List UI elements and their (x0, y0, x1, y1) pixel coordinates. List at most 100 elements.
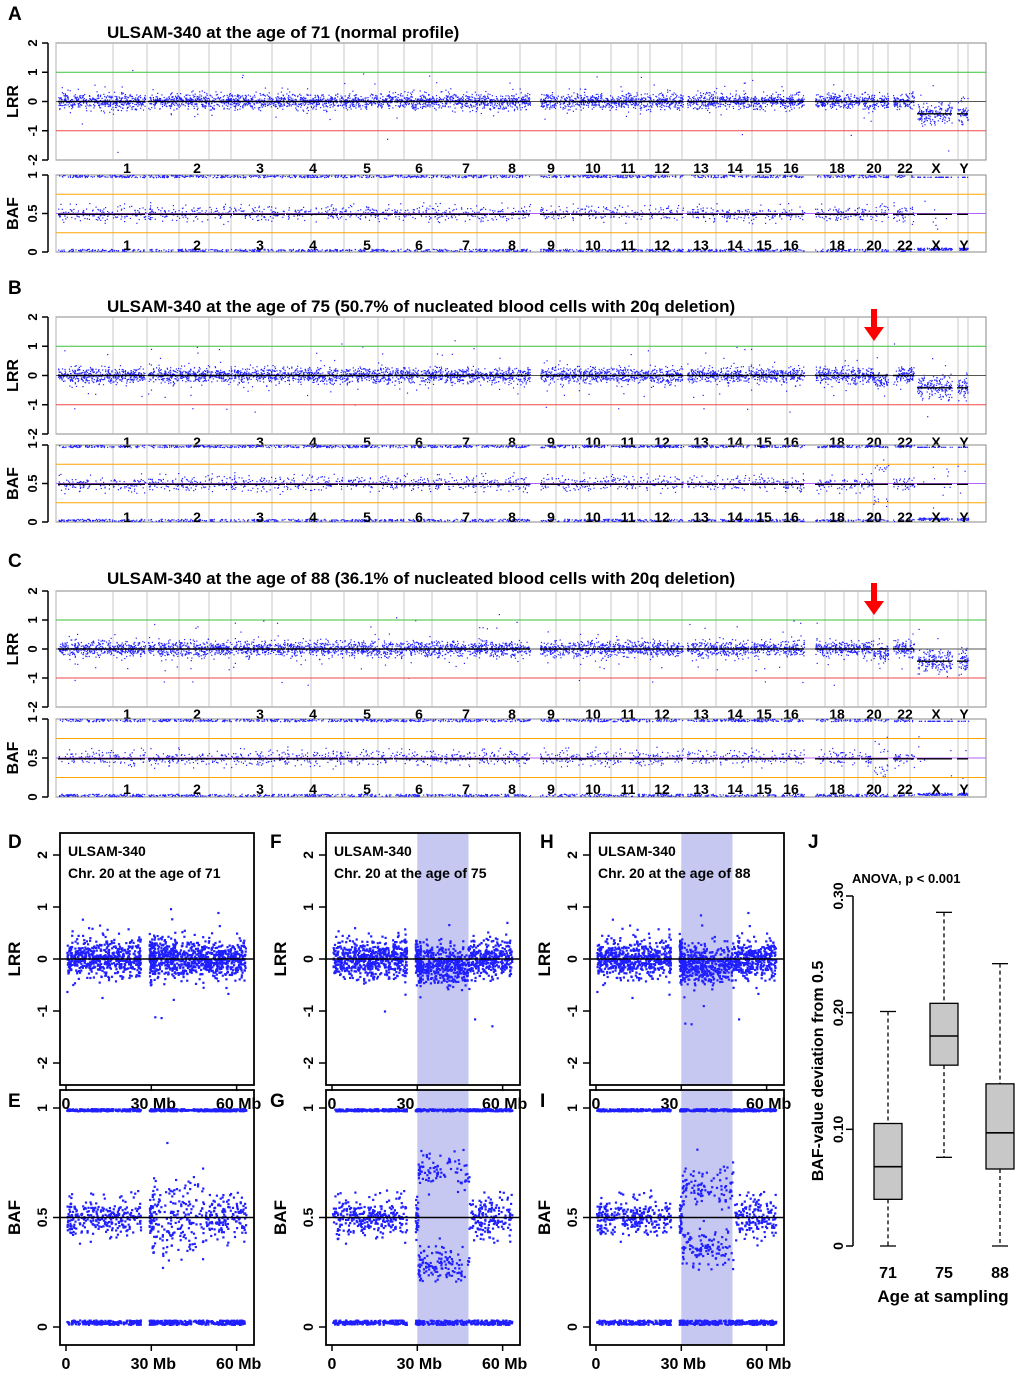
lrr-point (224, 102, 225, 103)
lrr-point (126, 104, 127, 105)
lrr-point (723, 98, 724, 99)
lrr-point (626, 99, 627, 100)
lrr-point (640, 113, 641, 114)
lrr-point (222, 102, 223, 103)
lrr-point (400, 103, 401, 104)
lrr-point (191, 102, 192, 103)
lrr-point (331, 97, 332, 98)
lrr-point (78, 99, 79, 100)
lrr-point (749, 104, 750, 105)
lrr-point (123, 104, 124, 105)
lrr-point (360, 106, 361, 107)
lrr-point (586, 105, 587, 106)
lrr-point (97, 95, 98, 96)
lrr-point (729, 99, 730, 100)
lrr-point (753, 105, 754, 106)
lrr-point (423, 97, 424, 98)
lrr-point (548, 96, 549, 97)
lrr-point (749, 106, 750, 107)
lrr-point (144, 97, 145, 98)
lrr-point (295, 103, 296, 104)
lrr-point (298, 106, 299, 107)
lrr-point (315, 95, 316, 96)
lrr-point (633, 107, 634, 108)
lrr-point (211, 115, 212, 116)
lrr-point (462, 96, 463, 97)
lrr-point (382, 104, 383, 105)
lrr-point (104, 96, 105, 97)
lrr-point (350, 106, 351, 107)
lrr-point (202, 104, 203, 105)
lrr-point (289, 91, 290, 92)
lrr-point (744, 94, 745, 95)
lrr-point (223, 96, 224, 97)
lrr-point (69, 102, 70, 103)
lrr-point (739, 98, 740, 99)
lrr-point (515, 103, 516, 104)
lrr-point (117, 152, 118, 153)
lrr-point (211, 103, 212, 104)
lrr-point (224, 95, 225, 96)
lrr-point (626, 116, 627, 117)
lrr-point (667, 103, 668, 104)
lrr-point (500, 96, 501, 97)
lrr-point (687, 103, 688, 104)
lrr-point (709, 103, 710, 104)
lrr-point (643, 97, 644, 98)
lrr-point (579, 104, 580, 105)
lrr-point (336, 102, 337, 103)
lrr-point (316, 105, 317, 106)
lrr-point (669, 104, 670, 105)
lrr-point (267, 105, 268, 106)
lrr-point (767, 104, 768, 105)
lrr-point (142, 102, 143, 103)
lrr-point (253, 103, 254, 104)
lrr-point (234, 110, 235, 111)
lrr-point (512, 103, 513, 104)
lrr-point (675, 106, 676, 107)
lrr-point (653, 94, 654, 95)
lrr-point (107, 95, 108, 96)
lrr-point (722, 94, 723, 95)
lrr-point (628, 107, 629, 108)
lrr-point (389, 94, 390, 95)
lrr-point (447, 97, 448, 98)
lrr-point (303, 111, 304, 112)
lrr-point (723, 104, 724, 105)
lrr-point (497, 103, 498, 104)
lrr-point (407, 95, 408, 96)
lrr-point (348, 95, 349, 96)
lrr-point (261, 105, 262, 106)
lrr-point (544, 103, 545, 104)
lrr-point (205, 99, 206, 100)
lrr-point (656, 103, 657, 104)
lrr-point (642, 99, 643, 100)
lrr-point (517, 109, 518, 110)
lrr-point (541, 105, 542, 106)
lrr-point (65, 96, 66, 97)
lrr-point (774, 110, 775, 111)
lrr-point (567, 104, 568, 105)
lrr-point (703, 93, 704, 94)
lrr-point (170, 94, 171, 95)
lrr-point (662, 94, 663, 95)
lrr-point (529, 98, 530, 99)
lrr-point (483, 96, 484, 97)
lrr-point (160, 103, 161, 104)
lrr-point (550, 106, 551, 107)
lrr-point (189, 95, 190, 96)
lrr-point (122, 86, 123, 87)
lrr-point (74, 103, 75, 104)
lrr-point (278, 93, 279, 94)
lrr-point (242, 106, 243, 107)
lrr-point (544, 94, 545, 95)
lrr-point (622, 95, 623, 96)
lrr-points (58, 70, 969, 153)
lrr-point (337, 105, 338, 106)
lrr-point (451, 96, 452, 97)
lrr-point (151, 103, 152, 104)
lrr-point (746, 107, 747, 108)
lrr-point (499, 103, 500, 104)
lrr-point (250, 96, 251, 97)
lrr-point (136, 109, 137, 110)
